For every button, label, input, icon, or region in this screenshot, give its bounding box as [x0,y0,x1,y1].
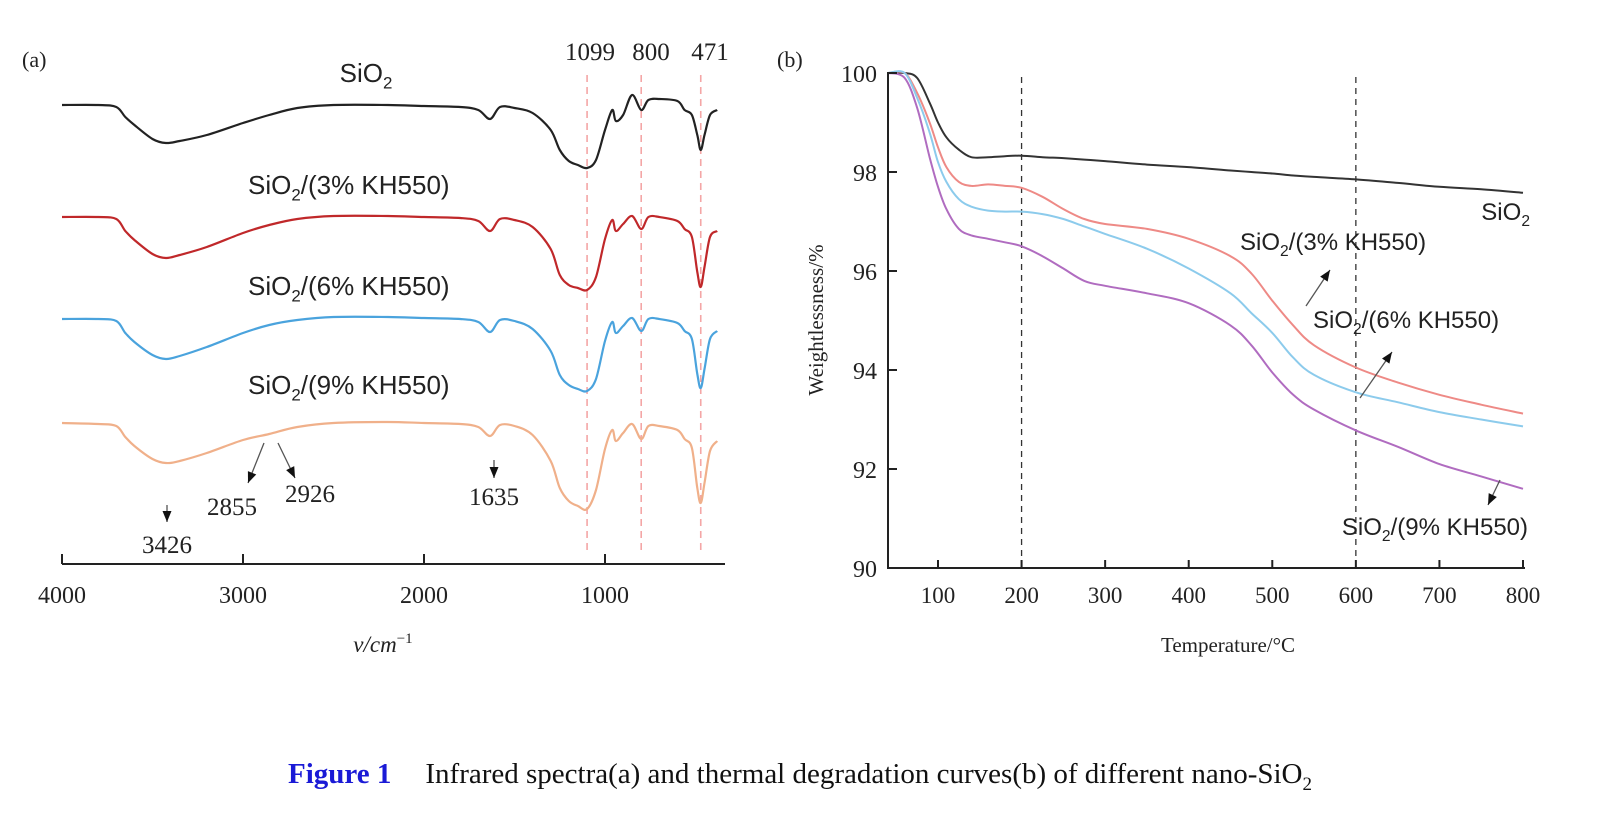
series-group [61,93,719,511]
panel-b-label: (b) [777,47,803,72]
reference-lines [586,75,702,555]
x-axis-title: v/cm−1 [353,631,412,657]
y-tick-label-90: 90 [853,557,877,583]
annotation-arrow-2926 [277,442,296,479]
series-line-sio2-6-kh550- [887,70,1524,428]
annotation-label-3426: 3426 [142,532,192,559]
reference-line-labels: 1099 800 471 [565,39,729,66]
series-label-0: SiO2 [1481,199,1530,230]
x-tick-label-600: 600 [1339,583,1374,608]
series-line-sio2 [61,93,718,170]
arrow-head [1382,352,1392,364]
y-axis-title: Weightlessness/% [804,244,828,395]
series-line-sio2 [887,71,1524,194]
reference-label-800: 800 [632,39,670,66]
series-label-1: SiO2/(3% KH550) [248,170,450,205]
series-label-0: SiO2 [340,58,393,93]
series-label-arrow-3 [1487,479,1501,506]
series-label-2: SiO2/(6% KH550) [248,271,450,306]
arrow-head [1488,493,1497,505]
x-tick-label-2000: 2000 [400,583,448,609]
y-tick-label-100: 100 [841,62,877,88]
series-label-3: SiO2/(9% KH550) [248,370,450,405]
x-tick-label-100: 100 [921,583,956,608]
x-axis-title-text: v/cm [353,632,396,657]
series-group [887,70,1524,490]
caption-subscript: 2 [1302,773,1313,795]
caption-text: Infrared spectra(a) and thermal degradat… [425,758,1303,790]
series-label-1: SiO2/(3% KH550) [1240,229,1426,260]
peak-annotations: 3426 2855 2926 1635 [142,442,519,559]
x-tick-label-300: 300 [1088,583,1123,608]
x-tick-label-1000: 1000 [581,583,629,609]
annotation-label-2855: 2855 [207,494,257,521]
x-axis-title-superscript: −1 [397,631,413,647]
reference-label-471: 471 [691,39,729,66]
series-line-sio2-3-kh550- [887,70,1524,415]
y-tick-label-98: 98 [853,161,877,187]
series-label-arrow-1 [1305,269,1331,307]
x-tick-label-3000: 3000 [219,583,267,609]
y-axis-ticks: 90 92 94 96 98 100 [841,62,897,583]
series-label-3: SiO2/(9% KH550) [1342,514,1528,545]
panel-a-label: (a) [22,47,46,72]
y-tick-label-96: 96 [853,260,877,286]
y-tick-label-94: 94 [853,359,877,385]
x-axis-ticks: 4000 3000 2000 1000 [38,554,629,609]
series-line-sio2-3-kh550- [61,214,718,292]
caption-label: Figure 1 [288,758,392,790]
x-tick-label-700: 700 [1422,583,1457,608]
arrow-head [162,511,172,522]
annotation-label-1635: 1635 [469,484,519,511]
x-tick-label-500: 500 [1255,583,1290,608]
x-tick-label-200: 200 [1004,583,1039,608]
reference-lines [1020,77,1357,567]
x-tick-label-800: 800 [1506,583,1541,608]
arrow-head [286,466,295,478]
x-tick-label-4000: 4000 [38,583,86,609]
annotation-arrow-2855 [247,442,265,484]
series-line-sio2-6-kh550- [61,315,719,393]
series-line-sio2-9-kh550- [61,420,719,511]
annotation-label-2926: 2926 [285,481,335,508]
arrow-head [1320,270,1330,282]
figure-caption: Figure 1 Infrared spectra(a) and thermal … [0,758,1600,796]
series-label-2: SiO2/(6% KH550) [1313,307,1499,338]
series-label-arrow-2 [1359,351,1393,399]
series-labels: SiO2 SiO2/(3% KH550) SiO2/(6% KH550) SiO2/(… [1240,199,1530,545]
arrow-head [247,471,257,483]
x-axis-ticks: 100 200 300 400 500 600 700 800 [921,560,1541,608]
series-labels: SiO2 SiO2/(3% KH550) SiO2/(6% KH550) SiO2/(… [248,58,450,405]
annotation-arrow-1635 [489,460,499,478]
arrow-head [489,467,499,478]
x-tick-label-400: 400 [1171,583,1206,608]
y-tick-label-92: 92 [853,458,877,484]
panel-a-infrared-spectra: (a) 1099 800 471 SiO2 SiO2/(3% KH550) SiO2/(… [22,39,729,657]
series-line-sio2-9-kh550- [887,72,1524,490]
annotation-arrow-3426 [162,505,172,522]
reference-label-1099: 1099 [565,39,615,66]
x-axis-title: Temperature/°C [1161,633,1295,657]
